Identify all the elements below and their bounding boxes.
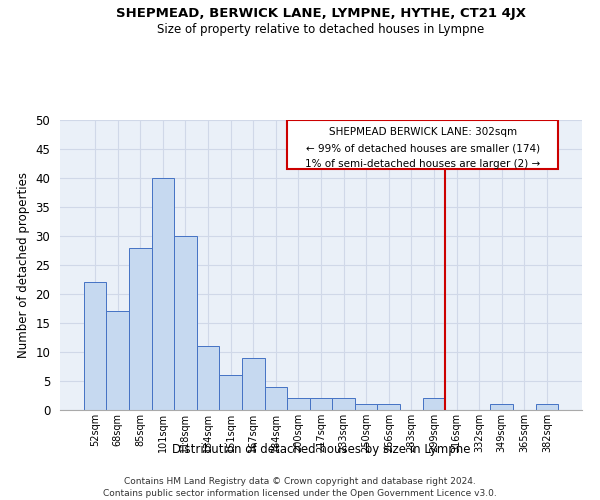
Bar (197, 346, 220, 410)
Text: Contains public sector information licensed under the Open Government Licence v3: Contains public sector information licen… (103, 489, 497, 498)
Bar (174, 236, 197, 410)
Bar (536, 404, 558, 410)
Bar (287, 120, 558, 170)
Bar (265, 387, 287, 410)
Bar (129, 248, 152, 410)
Text: SHEPMEAD, BERWICK LANE, LYMPNE, HYTHE, CT21 4JX: SHEPMEAD, BERWICK LANE, LYMPNE, HYTHE, C… (116, 8, 526, 20)
Bar (220, 375, 242, 410)
Bar (355, 404, 377, 410)
Text: Size of property relative to detached houses in Lympne: Size of property relative to detached ho… (157, 22, 485, 36)
Bar (152, 178, 174, 410)
Bar (106, 312, 129, 410)
Y-axis label: Number of detached properties: Number of detached properties (17, 172, 30, 358)
Bar (84, 282, 106, 410)
Text: Distribution of detached houses by size in Lympne: Distribution of detached houses by size … (172, 442, 470, 456)
Bar (242, 358, 265, 410)
Text: SHEPMEAD BERWICK LANE: 302sqm: SHEPMEAD BERWICK LANE: 302sqm (329, 127, 517, 137)
Bar (377, 404, 400, 410)
Text: ← 99% of detached houses are smaller (174): ← 99% of detached houses are smaller (17… (305, 143, 540, 153)
Bar (332, 398, 355, 410)
Text: Contains HM Land Registry data © Crown copyright and database right 2024.: Contains HM Land Registry data © Crown c… (124, 478, 476, 486)
Text: 1% of semi-detached houses are larger (2) →: 1% of semi-detached houses are larger (2… (305, 160, 541, 170)
Bar (422, 398, 445, 410)
Bar (490, 404, 513, 410)
Bar (287, 398, 310, 410)
Bar (310, 398, 332, 410)
